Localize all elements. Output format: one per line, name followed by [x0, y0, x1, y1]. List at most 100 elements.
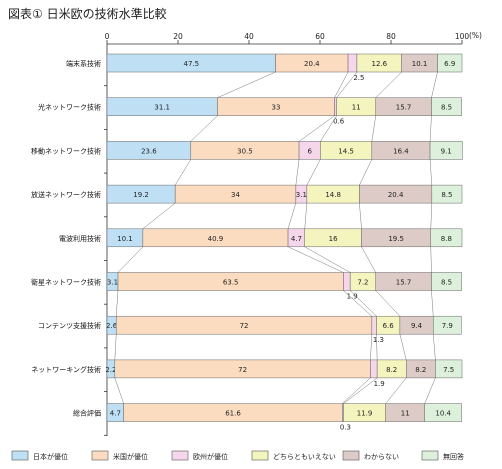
category-label: 放送ネットワーク技術 [31, 190, 101, 199]
connector-line [399, 334, 407, 360]
connector-line [117, 246, 144, 273]
connector-line [375, 71, 402, 98]
connector-line [217, 71, 276, 98]
category-label: 電波利用技術 [59, 234, 101, 243]
data-label: 31.1 [154, 104, 170, 112]
category-label: 衛星ネットワーク技術 [31, 278, 101, 287]
connector-line [336, 71, 358, 98]
connector-line [114, 377, 124, 404]
connector-line [142, 202, 176, 229]
data-label: 72 [240, 322, 249, 330]
connector-line [174, 159, 191, 186]
bar-segment [431, 184, 463, 204]
bar-segment [431, 272, 462, 291]
data-label: 6 [307, 147, 312, 155]
data-label: 14.5 [338, 147, 354, 155]
data-label: 1.9 [347, 293, 358, 301]
connector-line [343, 377, 378, 404]
data-label: 8.5 [441, 104, 452, 112]
data-label: 2.6 [106, 322, 118, 330]
legend-label: わからない [364, 453, 399, 461]
data-label: 34 [231, 191, 240, 199]
data-label: 3.1 [107, 279, 118, 287]
connector-line [342, 377, 371, 404]
data-label: 8.2 [386, 366, 397, 374]
data-label: 20.4 [388, 191, 404, 199]
data-label: 4.7 [291, 235, 302, 243]
data-label: 47.5 [184, 60, 200, 68]
connector-line [298, 115, 335, 142]
data-label: 72 [238, 366, 247, 374]
data-label: 9.4 [411, 322, 423, 330]
data-label: 14.8 [325, 191, 341, 199]
data-label: 8.8 [441, 235, 452, 243]
data-label: 10.4 [435, 410, 451, 418]
data-label: 10.1 [117, 235, 133, 243]
data-label: 19.2 [133, 191, 149, 199]
connector-line [361, 246, 376, 273]
legend-label: 欧州が優位 [193, 452, 228, 461]
connector-line [375, 290, 401, 317]
data-label: 0.3 [340, 424, 351, 432]
data-label: 1.3 [373, 336, 384, 344]
chart-title: 図表① 日米欧の技術水準比較 [8, 6, 167, 21]
data-label: 10.1 [412, 60, 428, 68]
legend-label: どちらともいえない [273, 453, 336, 461]
data-label: 20.4 [304, 60, 320, 68]
x-tick-label: 80 [386, 32, 396, 41]
connector-line [306, 159, 321, 186]
bar-segment [343, 272, 351, 291]
connector-line [430, 246, 432, 273]
connector-line [304, 246, 351, 273]
data-label: 0.6 [333, 118, 345, 126]
data-label: 6.9 [444, 60, 455, 68]
x-tick-label: 20 [173, 32, 183, 41]
data-label: 2.2 [105, 366, 116, 374]
category-label: コンテンツ支援技術 [38, 321, 101, 330]
connector-line [350, 290, 377, 317]
connector-line [115, 290, 119, 317]
legend-swatch [11, 450, 29, 461]
data-label: 3.1 [296, 191, 307, 199]
data-label: 16.4 [393, 147, 409, 155]
connector-line [430, 203, 433, 229]
legend-swatch [342, 450, 360, 461]
data-label: 8.2 [415, 366, 426, 374]
connector-line [287, 203, 297, 229]
category-label: 端末系技術 [66, 59, 101, 68]
bar-segment [347, 53, 358, 73]
connector-line [385, 377, 407, 404]
legend-label: 無回答 [443, 452, 464, 461]
legend-label: 米国が優位 [113, 452, 148, 461]
connector-line [190, 115, 218, 142]
connector-line [304, 203, 308, 229]
data-label: 11 [401, 410, 410, 418]
legend-swatch [91, 450, 109, 461]
data-label: 11 [352, 104, 361, 112]
connector-line [429, 159, 433, 186]
data-label: 61.6 [225, 410, 241, 418]
connector-line [320, 115, 337, 142]
data-label: 6.6 [383, 322, 395, 330]
connector-line [429, 115, 432, 142]
legend-swatch [421, 450, 439, 461]
data-label: 19.5 [388, 235, 404, 243]
legend-label: 日本が優位 [33, 452, 68, 461]
connector-line [370, 334, 373, 360]
data-label: 63.5 [223, 279, 239, 287]
connector-line [371, 115, 376, 142]
connector-line [376, 334, 378, 360]
data-label: 33 [272, 104, 281, 112]
data-label: 9.1 [441, 147, 452, 155]
category-label: 光ネットワーク技術 [38, 103, 101, 112]
data-label: 8.5 [441, 191, 452, 199]
connector-line [431, 290, 434, 317]
data-label: 15.7 [396, 279, 412, 287]
bar-segment [334, 97, 337, 116]
data-label: 7.5 [443, 366, 454, 374]
legend-swatch [171, 450, 189, 461]
x-tick-label: 0 [105, 32, 110, 41]
bar-segment [371, 315, 377, 335]
bar-segment [431, 97, 462, 116]
